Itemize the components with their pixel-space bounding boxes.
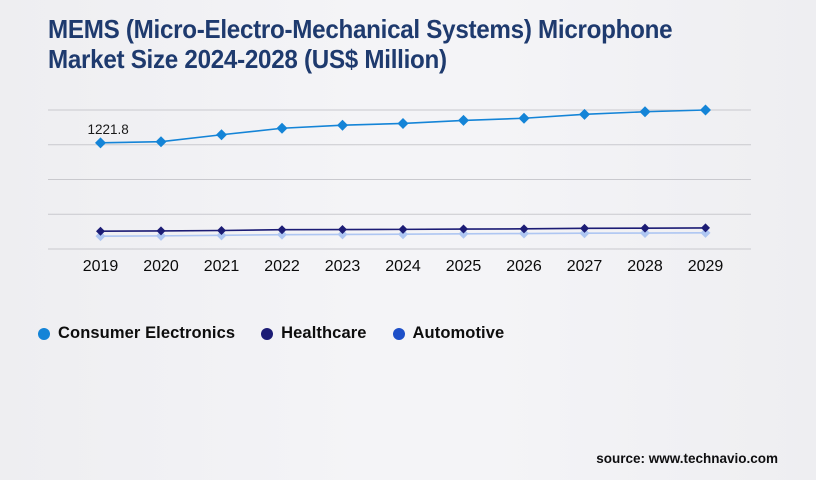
data-point-marker-consumer-electronics <box>700 104 711 116</box>
x-axis-label: 2023 <box>325 258 361 275</box>
legend-item-automotive: Automotive <box>392 324 505 343</box>
data-point-marker-healthcare <box>156 226 166 236</box>
data-point-marker-consumer-electronics <box>216 129 227 141</box>
data-point-marker-healthcare <box>217 225 226 235</box>
data-point-marker-consumer-electronics <box>276 122 288 134</box>
data-point-marker-consumer-electronics <box>337 119 348 131</box>
x-axis-label: 2025 <box>446 258 482 275</box>
data-point-marker-automotive <box>337 229 348 240</box>
x-axis-label: 2027 <box>567 258 603 275</box>
x-axis-label: 2021 <box>204 258 240 275</box>
legend-label-consumer-electronics: Consumer Electronics <box>58 324 236 342</box>
data-point-marker-healthcare <box>459 224 468 234</box>
data-point-marker-healthcare <box>338 225 347 235</box>
data-point-marker-consumer-electronics <box>95 137 106 149</box>
x-axis-label: 2024 <box>385 258 421 275</box>
data-point-marker-automotive <box>579 228 590 239</box>
data-point-label: 1221.8 <box>88 122 129 137</box>
legend-dot-consumer-electronics <box>38 327 50 340</box>
data-point-marker-consumer-electronics <box>518 112 530 124</box>
data-point-marker-consumer-electronics <box>155 136 167 148</box>
data-point-marker-healthcare <box>277 225 287 235</box>
x-axis-label: 2026 <box>506 258 542 275</box>
x-axis-label: 2020 <box>143 258 179 275</box>
data-point-marker-automotive <box>277 229 287 240</box>
market-size-line-chart: 2019 2020 2021 2022 2023 2024 2025 2026 2027 2028… <box>48 104 751 275</box>
chart-plot-area: 2019 2020 2021 2022 2023 2024 2025 2026 2027 2028… <box>48 104 751 275</box>
legend-dot-automotive <box>392 327 405 340</box>
chart-title: MEMS (Micro-Electro-Mechanical Systems) … <box>48 14 755 74</box>
legend-item-healthcare: Healthcare <box>261 324 366 343</box>
chart-title-line2: Market Size 2024-2028 (US$ Million) <box>48 44 447 74</box>
source-attribution: source: www.technavio.com <box>596 451 778 466</box>
data-point-marker-consumer-electronics <box>579 108 590 120</box>
data-point-marker-automotive <box>519 228 529 239</box>
data-point-marker-automotive <box>640 228 650 239</box>
data-point-marker-automotive <box>458 228 469 239</box>
data-point-marker-healthcare <box>398 224 408 234</box>
data-point-marker-automotive <box>95 231 106 242</box>
data-point-marker-automotive <box>216 230 227 241</box>
data-point-marker-healthcare <box>640 223 650 233</box>
data-point-marker-automotive <box>700 227 711 238</box>
data-point-marker-healthcare <box>580 223 589 233</box>
data-point-marker-healthcare <box>701 223 710 233</box>
x-axis-label: 2029 <box>688 258 724 275</box>
data-point-marker-automotive <box>156 230 166 241</box>
x-axis-label: 2028 <box>627 258 663 275</box>
data-point-marker-consumer-electronics <box>639 106 651 118</box>
data-point-marker-automotive <box>398 229 408 240</box>
legend-label-automotive: Automotive <box>412 324 505 342</box>
data-point-marker-consumer-electronics <box>397 117 409 129</box>
data-point-marker-consumer-electronics <box>458 114 469 126</box>
legend-label-healthcare: Healthcare <box>281 324 367 342</box>
chart-legend: Consumer Electronics Healthcare Automoti… <box>38 324 504 343</box>
x-axis-label: 2022 <box>264 258 300 275</box>
data-point-marker-healthcare <box>519 224 529 234</box>
chart-title-line1: MEMS (Micro-Electro-Mechanical Systems) … <box>48 14 673 44</box>
legend-dot-healthcare <box>261 327 274 340</box>
x-axis-label: 2019 <box>83 258 119 275</box>
legend-item-consumer-electronics: Consumer Electronics <box>38 324 235 343</box>
data-point-marker-healthcare <box>96 226 105 236</box>
